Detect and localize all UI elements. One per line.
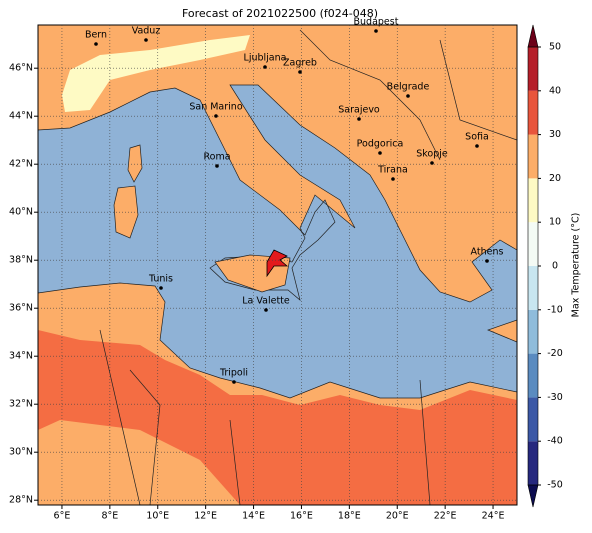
x-tick-label: 10°E [146,511,169,522]
colorbar-band [528,178,538,223]
city-label: Ljubljana [244,53,287,64]
city-label: Athens [471,247,504,258]
colorbar-band [528,441,538,485]
colorbar-band [528,90,538,135]
title: Forecast of 2021022500 (f024-048) [182,7,378,20]
map-frame [37,24,518,506]
city-dot [159,286,163,290]
city-label: Bern [85,30,107,41]
city-label: Tripoli [219,368,248,379]
city-dot [94,42,98,46]
colorbar-tick-label: 20 [549,173,561,184]
star-marker [266,249,289,278]
y-tick-label: 38°N [9,255,33,266]
colorbar-tick-label: 10 [549,217,561,228]
colorbar-label: Max Temperature (°C) [571,213,582,318]
alps [62,35,250,112]
colorbar-tick-label: 0 [552,261,558,272]
colorbar-tick-label: -10 [547,304,563,315]
city-dot [298,70,302,74]
city-label: Podgorica [357,139,404,150]
borders [99,29,517,505]
y-tick-label: 40°N [9,207,33,218]
city-dot [357,117,361,121]
city-dot [263,65,267,69]
city-label: Budapest [354,17,399,28]
city-label: Sofia [465,132,489,143]
city-dot [475,144,479,148]
x-tick-label: 20°E [386,511,409,522]
x-tick-label: 6°E [54,511,71,522]
colorbar-band [528,266,538,310]
colorbar-extend-under [527,484,539,508]
city-dot [144,38,148,42]
city-label: Vaduz [132,26,161,37]
city-label: Roma [203,152,230,163]
colorbar-extend-over [527,24,539,48]
y-tick-label: 32°N [9,399,33,410]
city-dot [430,161,434,165]
colorbar-band [528,353,538,398]
city-dot [264,308,268,312]
y-tick-label: 28°N [9,495,33,506]
y-tick-label: 34°N [9,351,33,362]
colorbar-tick-label: 30 [549,129,561,140]
y-tick-label: 30°N [9,447,33,458]
x-tick-label: 14°E [242,511,265,522]
region [38,420,240,505]
x-tick-label: 18°E [338,511,361,522]
colorbar-tick-label: 50 [549,42,561,53]
city-label: Sarajevo [338,105,380,116]
city-dot [378,151,382,155]
colorbar-band [528,309,538,354]
x-tick-label: 24°E [482,511,505,522]
city-label: Skopje [416,149,448,160]
x-tick-label: 8°E [101,511,118,522]
city-dot [374,29,378,33]
colorbar-tick-label: -30 [547,392,563,403]
city-dot [485,259,489,263]
city-label: La Valette [242,296,290,307]
colorbar-tick-label: 40 [549,85,561,96]
y-tick-label: 42°N [9,159,33,170]
city-label: Zagreb [283,58,317,69]
corsica [127,144,143,183]
colorbar-band [528,134,538,179]
colorbar-band [528,397,538,442]
colorbar-tick-label: -40 [547,436,563,447]
city-label: San Marino [189,102,242,113]
city-dot [406,94,410,98]
city-dot [214,114,218,118]
colorbar-tick-label: -50 [547,480,563,491]
city-dot [232,380,236,384]
map-area [38,25,517,505]
colorbar-tick-label: -20 [547,348,563,359]
x-tick-label: 22°E [434,511,457,522]
y-tick-label: 44°N [9,111,33,122]
y-tick-label: 36°N [9,303,33,314]
city-dot [391,177,395,181]
city-dot [215,164,219,168]
x-tick-label: 16°E [290,511,313,522]
city-label: Tirana [377,165,408,176]
city-label: Tunis [148,274,173,285]
colorbar-band [528,47,538,91]
x-tick-label: 12°E [194,511,217,522]
city-label: Belgrade [387,82,430,93]
colorbar-band [528,222,538,266]
y-tick-label: 46°N [9,63,33,74]
